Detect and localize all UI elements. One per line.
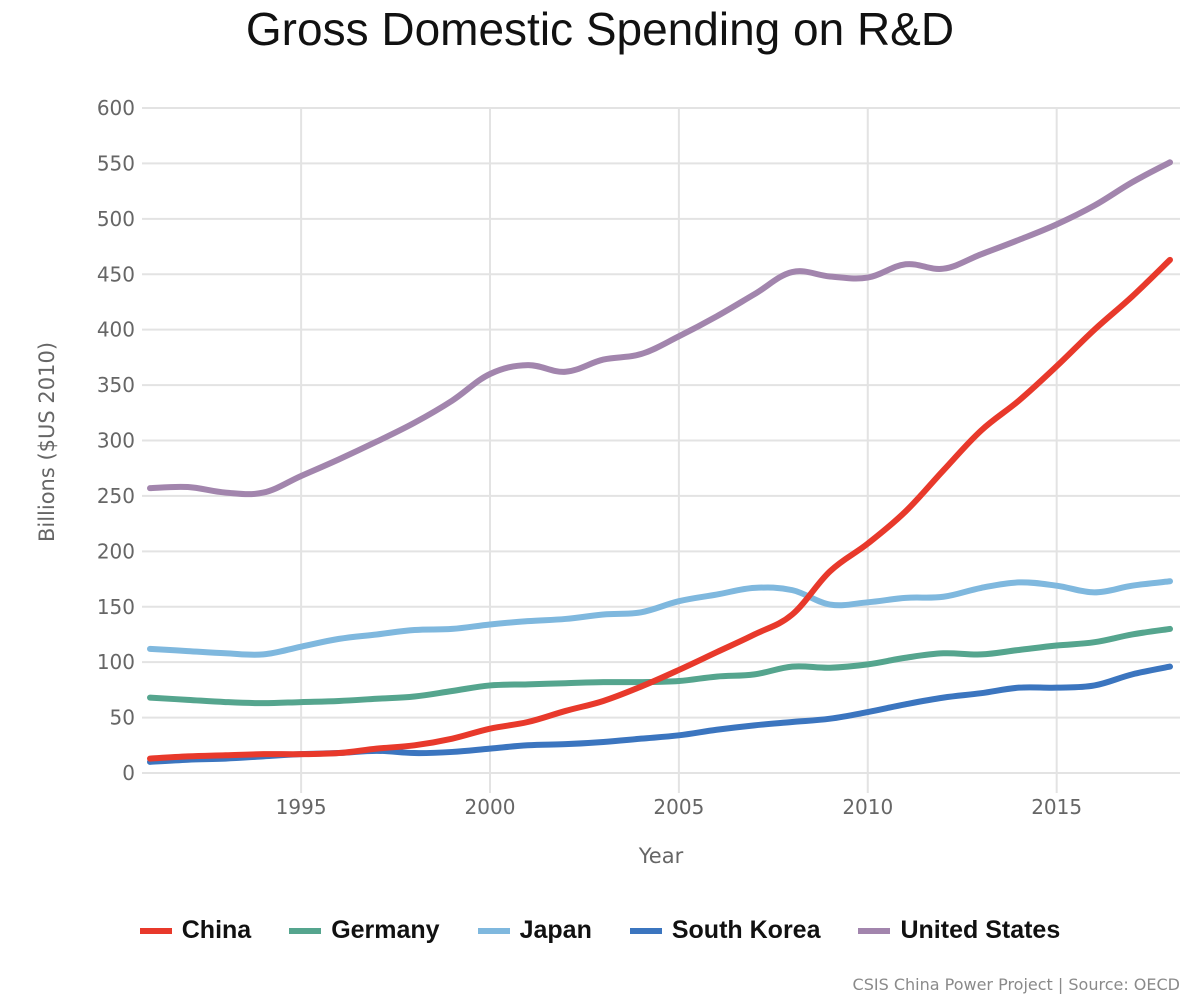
legend-label: United States xyxy=(900,916,1061,944)
series-line-united-states[interactable] xyxy=(147,159,1173,498)
legend-label: Japan xyxy=(519,916,592,944)
series-line-germany[interactable] xyxy=(147,625,1173,707)
chart-title: Gross Domestic Spending on R&D xyxy=(245,3,955,55)
y-tick-label: 550 xyxy=(97,151,135,175)
x-axis-ticks: 1995 2000 2005 2010 2015 xyxy=(276,795,1082,819)
legend-swatch-china xyxy=(139,927,172,934)
y-axis-ticks: 0 50 100 150 200 250 300 350 400 450 500 550 600 xyxy=(97,96,135,785)
x-tick-label: 2005 xyxy=(653,795,704,819)
series-line-china[interactable] xyxy=(147,256,1173,762)
y-tick-label: 500 xyxy=(97,207,135,231)
legend-swatch-united-states xyxy=(858,927,891,934)
horizontal-gridlines xyxy=(142,107,1180,774)
series-line-japan[interactable] xyxy=(147,578,1173,658)
legend-swatch-japan xyxy=(477,927,510,934)
x-tick-label: 1995 xyxy=(276,795,327,819)
source-note: CSIS China Power Project | Source: OECD xyxy=(852,975,1180,994)
legend-swatch-germany xyxy=(289,927,322,934)
x-tick-label: 2015 xyxy=(1031,795,1082,819)
y-axis-label: Billions ($US 2010) xyxy=(35,342,59,542)
legend-item-japan[interactable]: Japan xyxy=(477,916,592,945)
legend-label: South Korea xyxy=(671,916,821,944)
legend-item-united-states[interactable]: United States xyxy=(858,916,1060,945)
y-tick-label: 300 xyxy=(97,429,135,453)
legend-swatch-south-korea xyxy=(629,927,662,934)
x-axis-label: Year xyxy=(638,844,684,868)
y-tick-label: 0 xyxy=(122,761,135,785)
y-tick-label: 450 xyxy=(97,262,135,286)
y-tick-label: 150 xyxy=(97,595,135,619)
x-tick-label: 2010 xyxy=(842,795,893,819)
y-tick-label: 200 xyxy=(97,539,135,563)
y-tick-label: 50 xyxy=(110,706,135,730)
x-tick-label: 2000 xyxy=(465,795,516,819)
y-tick-label: 350 xyxy=(97,373,135,397)
legend-item-china[interactable]: China xyxy=(139,916,252,945)
y-tick-label: 100 xyxy=(97,650,135,674)
vertical-gridlines xyxy=(300,108,1058,793)
y-tick-label: 400 xyxy=(97,318,135,342)
legend-label: China xyxy=(181,916,252,944)
legend-label: Germany xyxy=(331,916,440,944)
legend-item-south-korea[interactable]: South Korea xyxy=(629,916,821,945)
y-tick-label: 600 xyxy=(97,96,135,120)
legend-item-germany[interactable]: Germany xyxy=(289,916,440,945)
legend: China Germany Japan South Korea United S… xyxy=(0,916,1200,945)
y-tick-label: 250 xyxy=(97,484,135,508)
series-lines xyxy=(147,159,1173,765)
